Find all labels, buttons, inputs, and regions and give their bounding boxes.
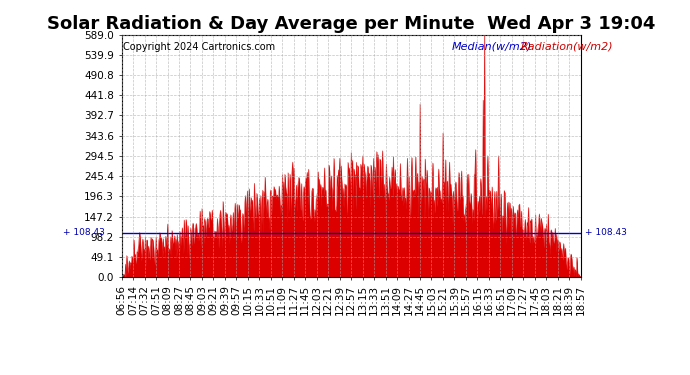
Text: + 108.43: + 108.43 [585,228,627,237]
Text: Radiation(w/m2): Radiation(w/m2) [521,42,613,52]
Title: Solar Radiation & Day Average per Minute  Wed Apr 3 19:04: Solar Radiation & Day Average per Minute… [47,15,655,33]
Text: Copyright 2024 Cartronics.com: Copyright 2024 Cartronics.com [123,42,275,52]
Text: + 108.43: + 108.43 [63,228,105,237]
Text: Median(w/m2): Median(w/m2) [452,42,533,52]
